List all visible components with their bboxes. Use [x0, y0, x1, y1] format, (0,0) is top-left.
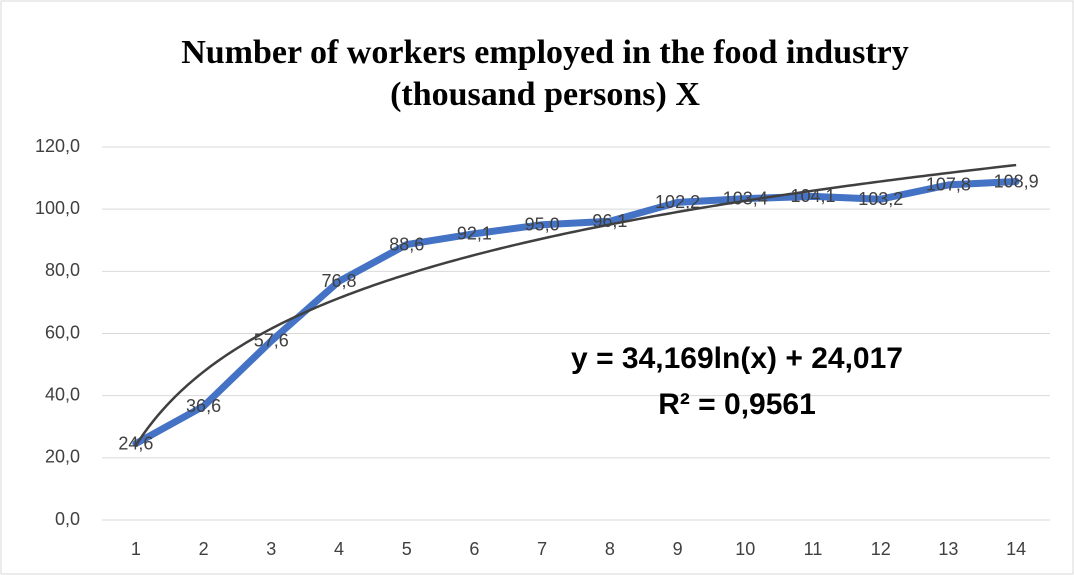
y-tick-label: 60,0: [45, 322, 80, 342]
data-label: 103,2: [858, 189, 903, 209]
y-tick-label: 0,0: [55, 509, 80, 529]
data-label: 88,6: [389, 234, 424, 254]
x-tick-label: 1: [131, 539, 141, 559]
trendline-r2: R² = 0,9561: [658, 388, 816, 421]
y-tick-label: 120,0: [35, 136, 80, 156]
x-tick-label: 11: [804, 539, 823, 559]
x-tick-label: 6: [469, 539, 479, 559]
y-tick-label: 80,0: [45, 260, 80, 280]
data-label: 95,0: [525, 214, 560, 234]
x-tick-label: 14: [1006, 539, 1026, 559]
trendline: [134, 163, 1017, 447]
x-tick-label: 8: [605, 539, 615, 559]
x-tick-label: 10: [735, 539, 755, 559]
data-label: 103,4: [723, 188, 768, 208]
data-label: 104,1: [790, 186, 835, 206]
x-tick-label: 13: [938, 539, 958, 559]
data-label: 24,6: [118, 433, 153, 453]
chart-title: Number of workers employed in the food i…: [181, 34, 909, 71]
data-label: 107,8: [926, 175, 971, 195]
data-label: 92,1: [457, 223, 492, 243]
y-tick-label: 40,0: [45, 384, 80, 404]
x-tick-label: 3: [266, 539, 276, 559]
y-tick-label: 100,0: [35, 198, 80, 218]
x-tick-label: 7: [537, 539, 547, 559]
x-tick-label: 2: [199, 539, 209, 559]
data-label: 96,1: [592, 211, 627, 231]
data-label: 76,8: [321, 271, 356, 291]
trendline-equation: y = 34,169ln(x) + 24,017: [571, 342, 903, 375]
data-label: 102,2: [655, 192, 700, 212]
chart-title: (thousand persons) X: [390, 76, 700, 113]
data-line: [132, 178, 1020, 448]
y-tick-label: 20,0: [45, 447, 80, 467]
data-label: 36,6: [186, 396, 221, 416]
x-tick-label: 9: [673, 539, 683, 559]
x-tick-label: 5: [402, 539, 412, 559]
x-tick-label: 12: [871, 539, 891, 559]
x-tick-label: 4: [334, 539, 344, 559]
data-label: 108,9: [994, 171, 1039, 191]
data-label: 57,6: [254, 331, 289, 351]
